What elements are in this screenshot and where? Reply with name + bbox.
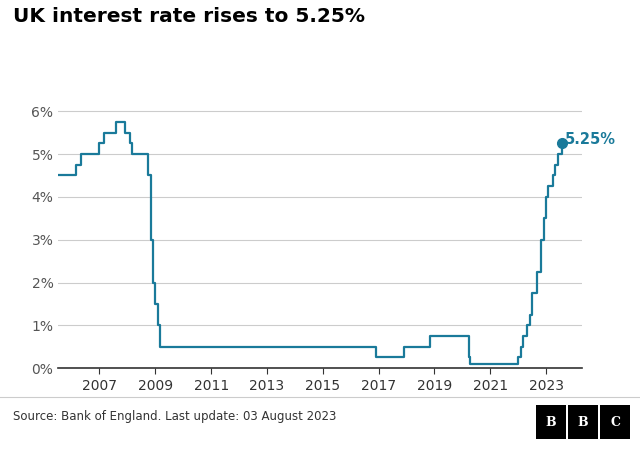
Text: B: B: [546, 416, 556, 429]
Text: B: B: [578, 416, 588, 429]
Text: 5.25%: 5.25%: [564, 132, 616, 146]
Text: Source: Bank of England. Last update: 03 August 2023: Source: Bank of England. Last update: 03…: [13, 410, 336, 423]
Text: UK interest rate rises to 5.25%: UK interest rate rises to 5.25%: [13, 7, 365, 26]
Text: C: C: [610, 416, 620, 429]
